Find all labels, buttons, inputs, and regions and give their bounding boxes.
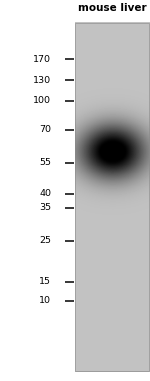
Bar [75, 23, 149, 371]
Text: 130: 130 [33, 75, 51, 85]
Text: 170: 170 [33, 54, 51, 64]
Text: 100: 100 [33, 96, 51, 106]
Text: mouse liver: mouse liver [78, 3, 146, 13]
Text: 35: 35 [39, 203, 51, 212]
Bar [75, 23, 149, 371]
Text: 40: 40 [39, 189, 51, 198]
Text: 10: 10 [39, 296, 51, 306]
Text: 55: 55 [39, 158, 51, 167]
Text: 25: 25 [39, 236, 51, 245]
Text: 15: 15 [39, 277, 51, 287]
Text: 70: 70 [39, 125, 51, 134]
